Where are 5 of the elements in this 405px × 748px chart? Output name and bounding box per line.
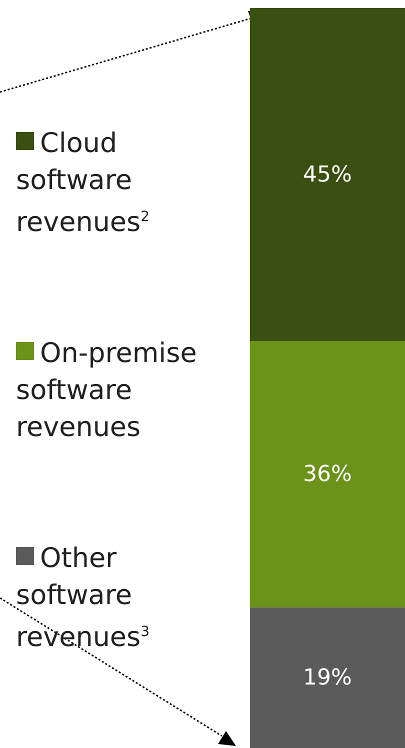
- data-label: 36%: [303, 462, 352, 488]
- legend-label: On-premise software revenues: [16, 338, 197, 443]
- data-label: 19%: [303, 666, 352, 691]
- data-label: 45%: [303, 162, 352, 188]
- legend-label: Cloud software revenues$^{2}$: [16, 128, 150, 238]
